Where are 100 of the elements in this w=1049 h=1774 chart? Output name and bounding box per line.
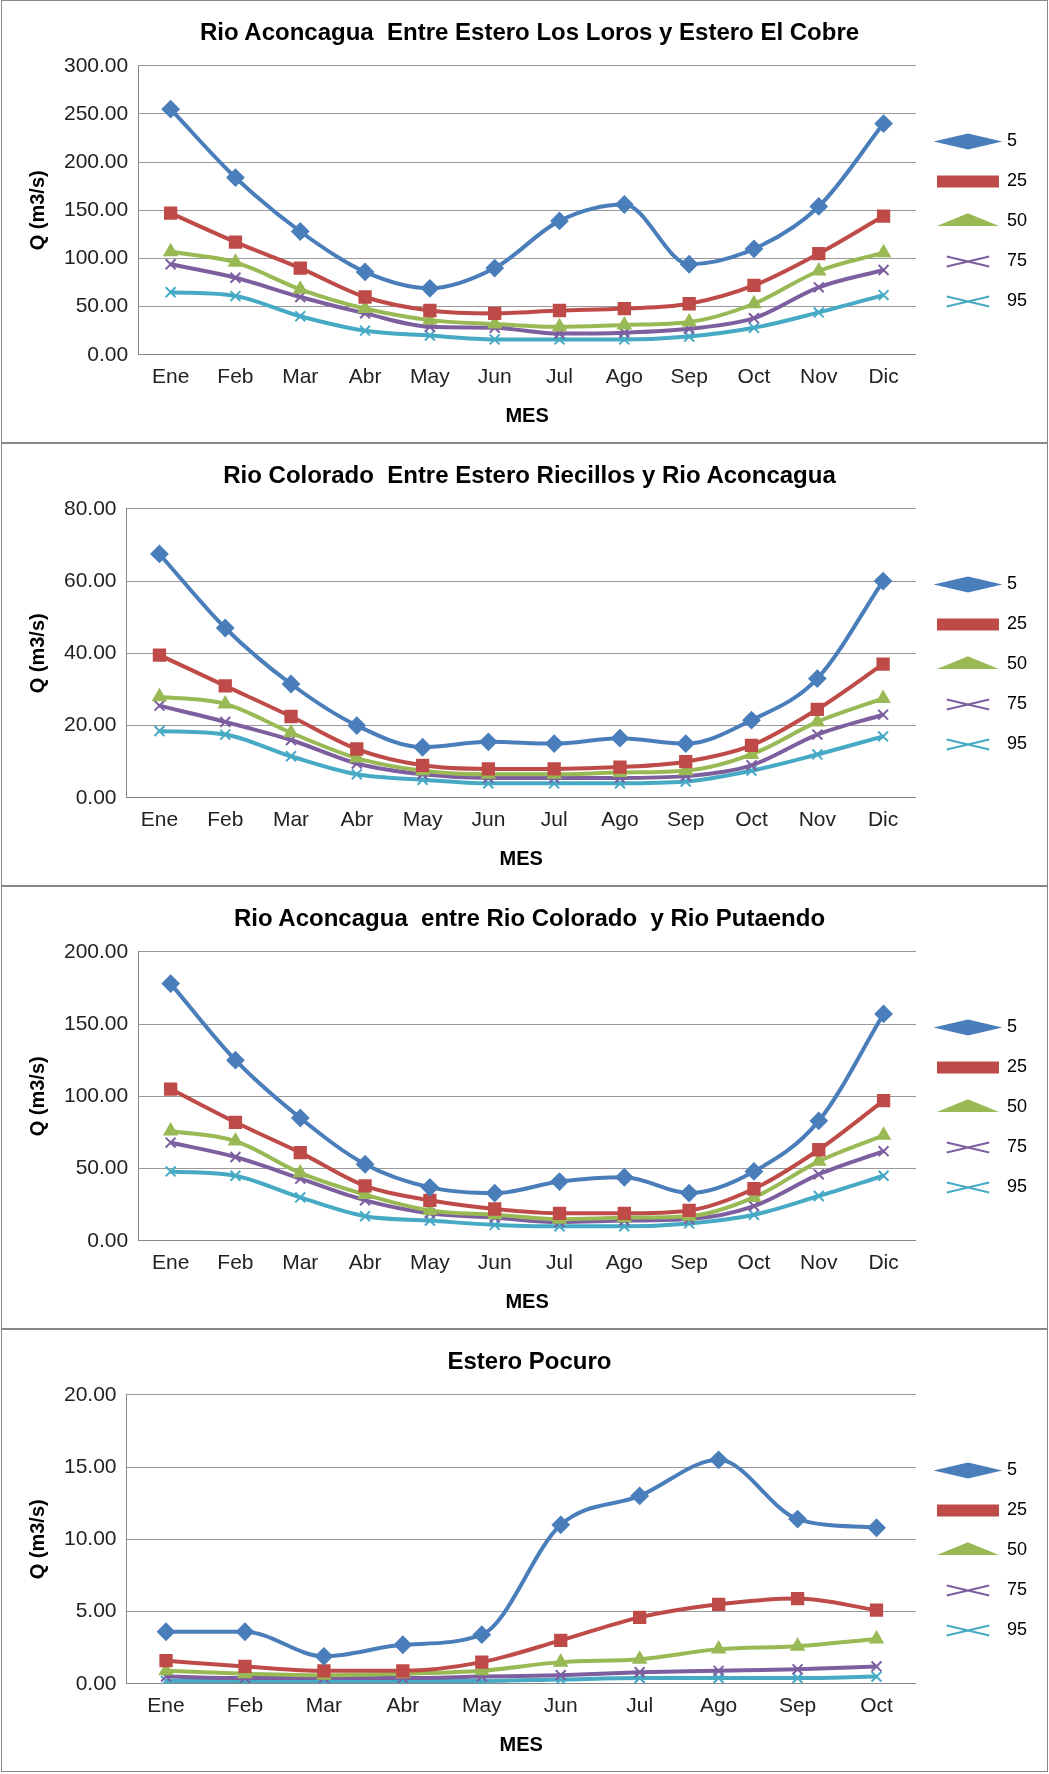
x-tick-label: Sep (670, 1250, 708, 1274)
x-tick-label: May (461, 1693, 503, 1717)
x-tick-label: Jun (471, 807, 506, 831)
y-tick-label: 0.00 (87, 341, 129, 365)
legend-label: 5 (1006, 1459, 1017, 1480)
y-tick-label: 300.00 (64, 52, 129, 76)
x-tick-label: Dic (868, 1250, 899, 1274)
y-tick-label: 0.00 (75, 784, 117, 808)
y-tick-label: 5.00 (75, 1598, 117, 1622)
x-tick-label: Mar (282, 364, 319, 388)
x-tick-label: Sep (667, 807, 705, 831)
x-axis-title: MES (499, 1732, 543, 1755)
x-tick-label: Feb (226, 1693, 264, 1717)
legend-label: 25 (1006, 170, 1028, 191)
x-tick-label: Jun (477, 364, 512, 388)
x-tick-label: Abr (348, 1250, 382, 1274)
x-tick-label: Ene (151, 1250, 190, 1274)
legend-label: 50 (1006, 210, 1028, 231)
x-tick-label: Ene (151, 364, 190, 388)
y-tick-label: 80.00 (63, 495, 117, 519)
x-tick-label: Mar (272, 807, 310, 831)
legend-label: 25 (1006, 1499, 1028, 1520)
y-tick-label: 200.00 (64, 938, 129, 962)
x-axis-title: MES (505, 403, 549, 426)
x-tick-label: Jun (477, 1250, 512, 1274)
legend-label: 75 (1006, 250, 1028, 271)
legend-label: 25 (1006, 1056, 1028, 1077)
chart-title: Rio Colorado Entre Estero Riecillos y Rio Aconcagua (223, 461, 837, 489)
y-axis-title: Q (m3/s) (25, 1056, 48, 1137)
legend-label: 5 (1006, 1016, 1017, 1037)
legend-label: 50 (1006, 1096, 1028, 1117)
x-tick-label: Jun (543, 1693, 578, 1717)
y-tick-label: 10.00 (63, 1526, 117, 1550)
x-tick-label: Ago (605, 364, 644, 388)
x-tick-label: Sep (778, 1693, 817, 1717)
y-axis-title: Q (m3/s) (25, 613, 48, 694)
legend-label: 95 (1006, 290, 1028, 311)
x-tick-label: May (402, 807, 443, 831)
legend-label: 95 (1006, 733, 1028, 754)
y-axis-title: Q (m3/s) (25, 170, 48, 251)
chart-title: Rio Aconcagua entre Rio Colorado y Rio Putaendo (233, 904, 826, 932)
y-tick-label: 0.00 (87, 1227, 129, 1251)
legend-label: 50 (1006, 1539, 1028, 1560)
x-tick-label: Oct (860, 1693, 894, 1717)
x-tick-label: Abr (386, 1693, 420, 1717)
legend-label: 50 (1006, 653, 1028, 674)
x-tick-label: Feb (207, 807, 244, 831)
x-tick-label: Ene (140, 807, 179, 831)
y-tick-label: 20.00 (63, 712, 117, 736)
y-tick-label: 60.00 (63, 567, 117, 591)
y-axis-title: Q (m3/s) (25, 1499, 48, 1580)
legend-label: 5 (1006, 573, 1017, 594)
x-tick-label: Ago (605, 1250, 644, 1274)
x-axis-title: MES (499, 846, 543, 869)
y-tick-label: 250.00 (64, 100, 129, 124)
x-tick-label: Oct (737, 1250, 771, 1274)
x-tick-label: Nov (798, 807, 837, 831)
x-tick-label: Oct (737, 364, 771, 388)
y-tick-label: 15.00 (63, 1453, 117, 1477)
x-tick-label: Jul (546, 1250, 573, 1274)
legend-label: 5 (1006, 130, 1017, 151)
x-tick-label: Jul (546, 364, 573, 388)
x-axis-title: MES (505, 1289, 549, 1312)
chart-title: Rio Aconcagua Entre Estero Los Loros y Estero El Cobre (199, 18, 860, 46)
x-tick-label: Mar (282, 1250, 319, 1274)
x-tick-label: Ago (699, 1693, 738, 1717)
x-tick-label: May (410, 1250, 451, 1274)
y-tick-label: 200.00 (64, 148, 129, 172)
x-tick-label: Sep (670, 364, 708, 388)
x-tick-label: Ene (147, 1693, 185, 1717)
legend-label: 95 (1006, 1619, 1028, 1640)
x-tick-label: Feb (217, 364, 254, 388)
y-tick-label: 100.00 (64, 245, 129, 269)
x-tick-label: Jul (626, 1693, 654, 1717)
x-tick-label: Jul (540, 807, 568, 831)
legend-label: 75 (1006, 1579, 1028, 1600)
y-tick-label: 40.00 (63, 640, 117, 664)
y-tick-label: 150.00 (64, 1010, 129, 1034)
x-tick-label: Oct (735, 807, 769, 831)
x-tick-label: Mar (305, 1693, 342, 1717)
legend-label: 95 (1006, 1176, 1028, 1197)
x-tick-label: Nov (800, 364, 838, 388)
y-tick-label: 150.00 (64, 197, 129, 221)
x-tick-label: Dic (868, 364, 899, 388)
y-tick-label: 100.00 (64, 1083, 129, 1107)
y-tick-label: 50.00 (75, 293, 129, 317)
x-tick-label: Nov (800, 1250, 838, 1274)
y-tick-label: 50.00 (75, 1155, 129, 1179)
legend-label: 75 (1006, 693, 1028, 714)
x-tick-label: Abr (348, 364, 382, 388)
legend-label: 25 (1006, 613, 1028, 634)
y-tick-label: 0.00 (75, 1670, 117, 1694)
x-tick-label: Dic (867, 807, 899, 831)
x-tick-label: Abr (340, 807, 374, 831)
y-tick-label: 20.00 (63, 1381, 117, 1405)
x-tick-label: Feb (217, 1250, 254, 1274)
chart-title: Estero Pocuro (447, 1347, 612, 1375)
legend-label: 75 (1006, 1136, 1028, 1157)
x-tick-label: Ago (601, 807, 639, 831)
x-tick-label: May (410, 364, 451, 388)
